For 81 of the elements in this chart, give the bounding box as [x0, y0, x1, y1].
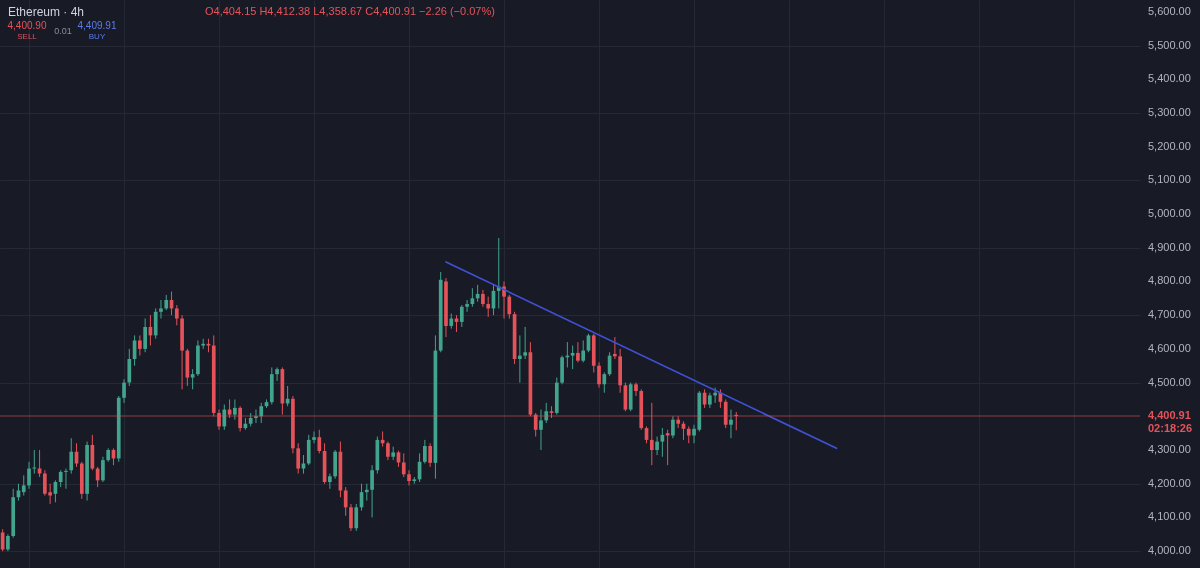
candlestick	[570, 345, 575, 370]
candlestick	[634, 382, 638, 397]
candlestick	[354, 503, 359, 532]
candlestick	[655, 436, 659, 456]
annotation: BUY	[88, 32, 106, 41]
annotation: O4,404.15 H4,412.38 L4,358.67 C4,400.91 −2.26 (−0.07%)	[205, 5, 495, 17]
candlestick	[222, 404, 227, 431]
candlestick	[275, 366, 279, 382]
annotation: SELL	[17, 32, 38, 41]
candlestick	[138, 334, 142, 357]
candlestick	[507, 294, 512, 320]
candlestick	[343, 486, 348, 517]
candlestick	[306, 434, 311, 466]
candlestick	[27, 461, 31, 490]
candlestick	[649, 402, 654, 466]
candlestick	[21, 474, 26, 497]
candlestick	[539, 409, 543, 451]
candlestick	[665, 429, 670, 466]
y-tick-label: 4,700.00	[1148, 308, 1191, 321]
candlestick	[428, 442, 432, 468]
candlestick	[217, 409, 221, 431]
candlestick	[423, 439, 427, 464]
candlestick	[233, 398, 237, 421]
annotation: 4,400.90	[7, 20, 47, 31]
annotation: 4,409.91	[77, 20, 117, 31]
candlestick	[153, 307, 158, 340]
candlestick	[465, 299, 469, 313]
candlestick	[671, 415, 675, 439]
y-tick-label: 4,300.00	[1148, 443, 1191, 456]
candlestick	[729, 409, 733, 439]
candlestick	[544, 402, 549, 424]
candlestick	[259, 402, 264, 424]
y-tick-label: 5,400.00	[1148, 72, 1191, 85]
candlestick	[533, 412, 538, 438]
y-tick-label: 4,500.00	[1148, 375, 1191, 388]
candlestick	[174, 304, 179, 326]
candlestick	[317, 429, 322, 454]
y-tick-label: 4,900.00	[1148, 240, 1191, 253]
candlestick	[143, 318, 147, 353]
candlestick	[581, 339, 586, 363]
annotation: 0.01	[54, 26, 72, 36]
candlestick	[159, 299, 163, 320]
ref-line-label: 4,400.91 02:18:26	[1148, 409, 1193, 434]
candlestick	[296, 442, 301, 475]
chart-title: Ethereum · 4h	[8, 5, 85, 19]
candlestick	[328, 473, 332, 490]
candlestick	[576, 341, 580, 363]
candlestick	[32, 449, 37, 475]
candlestick	[734, 411, 739, 431]
y-tick-label: 5,000.00	[1148, 207, 1191, 220]
candlestick	[370, 464, 374, 518]
candlestick	[64, 468, 68, 490]
candlestick	[401, 452, 406, 478]
y-tick-label: 5,200.00	[1148, 139, 1191, 152]
candlestick	[386, 441, 390, 461]
y-tick-label: 5,500.00	[1148, 38, 1191, 51]
candlestick	[486, 296, 491, 318]
candlestick	[122, 378, 126, 404]
candlestick	[459, 304, 464, 328]
candlestick	[407, 469, 411, 486]
candlestick	[127, 348, 132, 387]
candlestick	[523, 326, 527, 360]
y-tick-label: 5,600.00	[1148, 4, 1191, 17]
candlestick	[238, 405, 242, 432]
y-tick-label: 4,200.00	[1148, 476, 1191, 489]
y-tick-label: 4,600.00	[1148, 341, 1191, 354]
candlestick	[312, 430, 316, 444]
candlestick	[349, 503, 353, 532]
y-tick-label: 4,000.00	[1148, 544, 1191, 557]
candlestick	[597, 361, 601, 389]
candlestick	[518, 334, 522, 384]
y-tick-label: 5,300.00	[1148, 105, 1191, 118]
y-tick-label: 5,100.00	[1148, 173, 1191, 186]
y-tick-label: 4,100.00	[1148, 510, 1191, 523]
candlestick	[723, 398, 728, 429]
candlestick	[190, 368, 195, 390]
candlestick	[602, 371, 607, 394]
candlestick	[254, 409, 258, 424]
candlestick	[69, 437, 74, 475]
candlestick	[101, 456, 105, 483]
y-tick-label: 4,800.00	[1148, 274, 1191, 287]
